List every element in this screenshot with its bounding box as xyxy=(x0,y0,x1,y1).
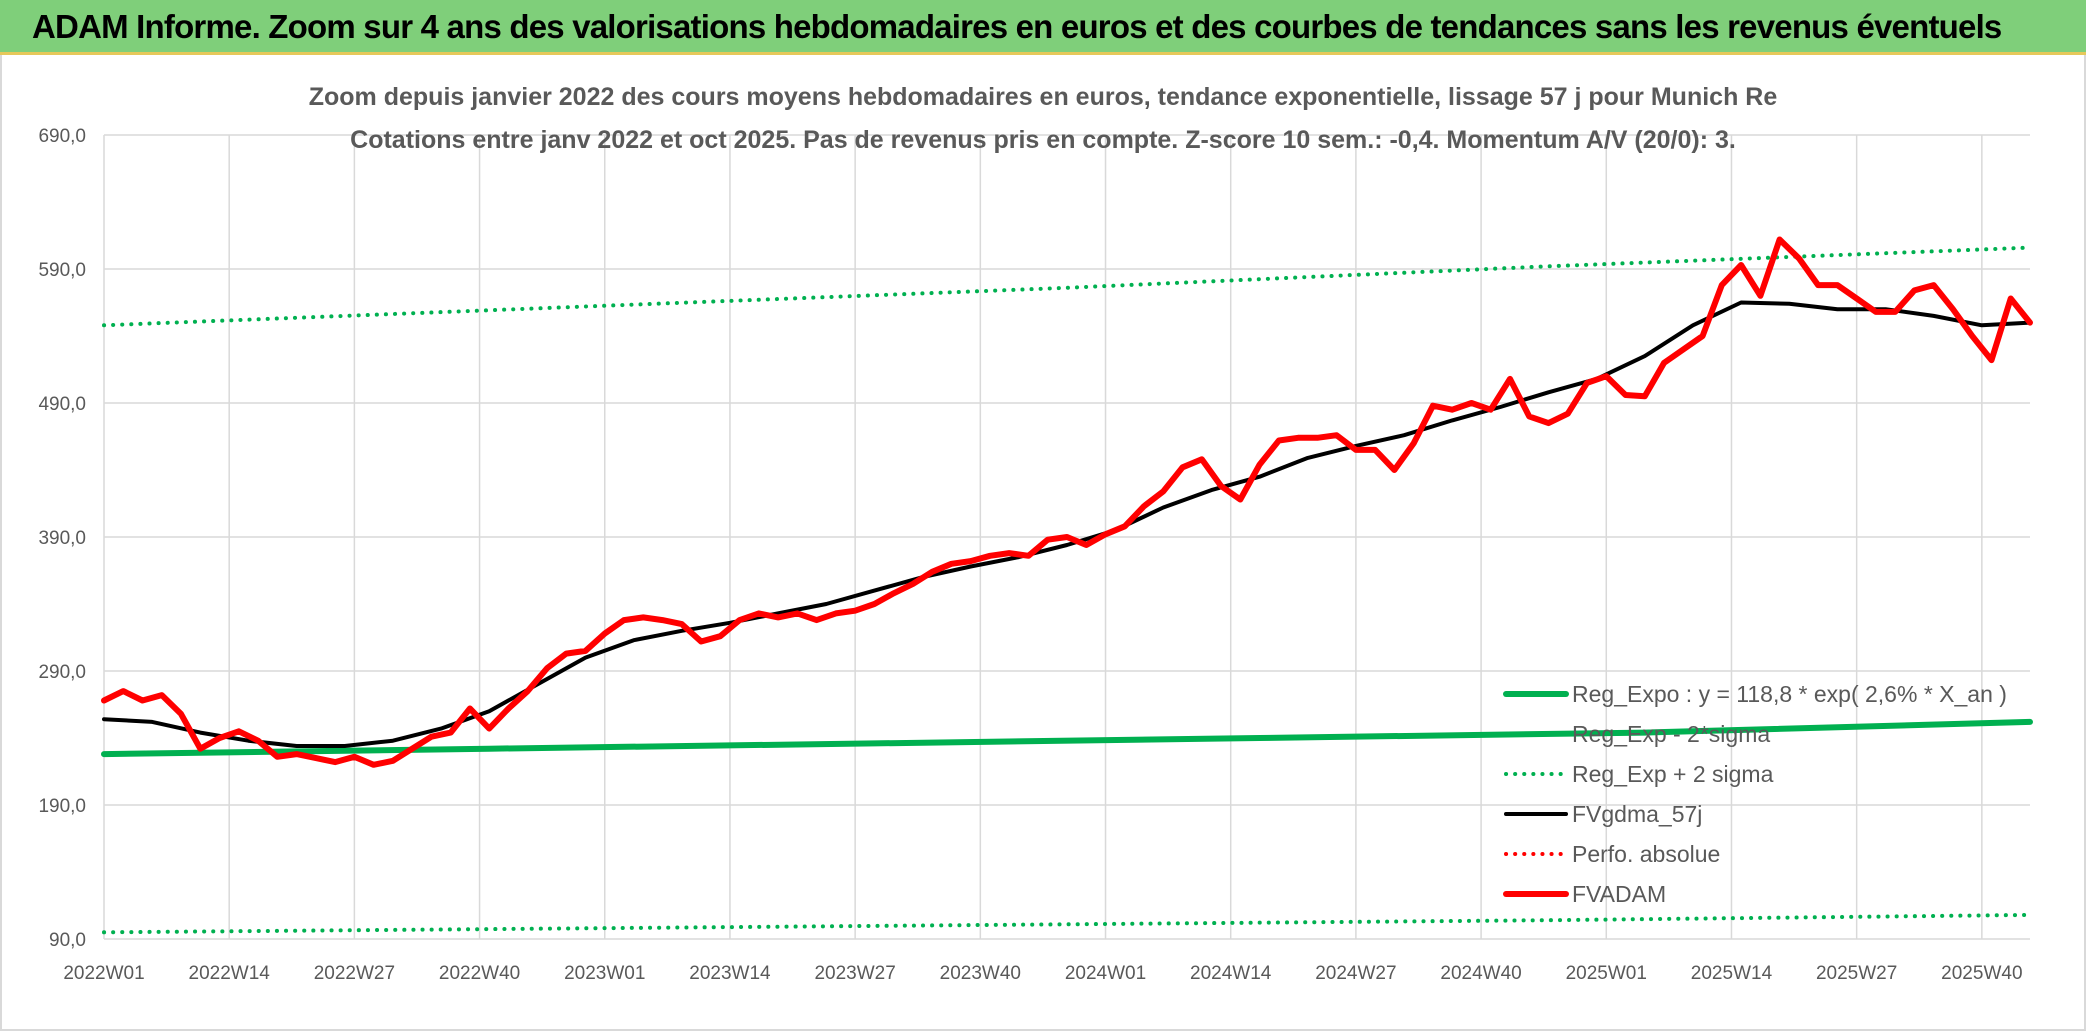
y-tick-label: 190,0 xyxy=(38,796,86,817)
y-tick-label: 90,0 xyxy=(49,930,86,951)
y-tick-label: 590,0 xyxy=(38,260,86,281)
x-tick-label: 2025W40 xyxy=(1941,963,2022,984)
chart-frame xyxy=(0,55,2086,1031)
x-tick-label: 2023W14 xyxy=(689,963,771,984)
series-line-0 xyxy=(101,718,2033,758)
series-line-2 xyxy=(102,245,2032,328)
y-tick-label: 690,0 xyxy=(38,126,86,147)
x-tick-label: 2024W14 xyxy=(1190,963,1272,984)
legend-label: Reg_Exp + 2 sigma xyxy=(1572,761,1774,787)
x-tick-label: 2025W01 xyxy=(1566,963,1647,984)
x-tick-label: 2023W40 xyxy=(940,963,1021,984)
legend-label: Reg_Exp - 2*sigma xyxy=(1572,721,1770,747)
chart-title: Zoom depuis janvier 2022 des cours moyen… xyxy=(308,83,1778,111)
report-title: ADAM Informe. Zoom sur 4 ans des valoris… xyxy=(32,8,2002,45)
report-banner: ADAM Informe. Zoom sur 4 ans des valoris… xyxy=(0,0,2086,55)
x-tick-label: 2023W27 xyxy=(814,963,895,984)
legend-label: Perfo. absolue xyxy=(1572,841,1720,867)
x-tick-label: 2025W14 xyxy=(1691,963,1773,984)
x-tick-label: 2022W27 xyxy=(314,963,395,984)
legend-label: Reg_Expo : y = 118,8 * exp( 2,6% * X_an … xyxy=(1572,681,2007,707)
axis-labels: 90,0 190,0 290,0 390,0 490,0 590,0 690,0 2022W0… xyxy=(38,126,2022,984)
y-tick-label: 490,0 xyxy=(38,394,86,415)
legend-label: FVgdma_57j xyxy=(1572,801,1702,827)
x-tick-label: 2025W27 xyxy=(1816,963,1897,984)
y-tick-label: 390,0 xyxy=(38,528,86,549)
series-line-5 xyxy=(101,236,2033,768)
series-layer xyxy=(101,236,2033,935)
x-tick-label: 2022W14 xyxy=(189,963,271,984)
x-tick-label: 2024W40 xyxy=(1440,963,1521,984)
x-tick-label: 2023W01 xyxy=(564,963,645,984)
x-tick-label: 2022W40 xyxy=(439,963,520,984)
y-tick-label: 290,0 xyxy=(38,662,86,683)
x-tick-label: 2024W01 xyxy=(1065,963,1146,984)
series-line-1 xyxy=(102,912,2032,935)
legend-label: FVADAM xyxy=(1572,881,1666,907)
series-line-3 xyxy=(102,300,2032,748)
chart-subtitle: Cotations entre janv 2022 et oct 2025. P… xyxy=(350,126,1736,154)
x-tick-label: 2022W01 xyxy=(63,963,144,984)
x-tick-label: 2024W27 xyxy=(1315,963,1396,984)
legend: Reg_Expo : y = 118,8 * exp( 2,6% * X_an … xyxy=(1503,681,2007,907)
